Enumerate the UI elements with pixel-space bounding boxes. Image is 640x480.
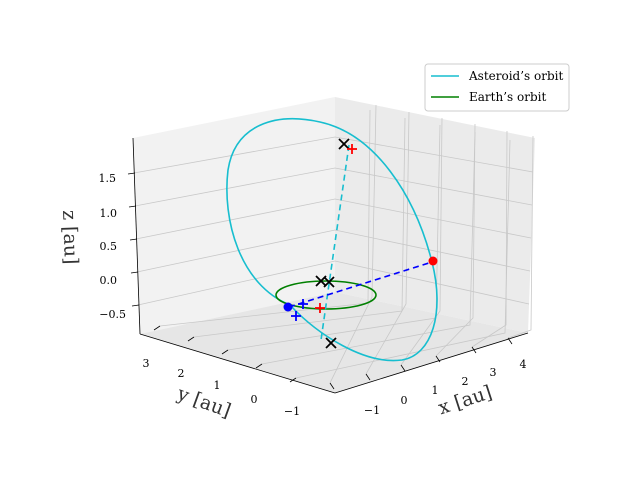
x-tick-label: 0: [401, 394, 408, 407]
y-tick-label: 1: [214, 379, 221, 392]
z-tick-label: 0.0: [100, 274, 118, 287]
data-point: [323, 276, 335, 288]
z-tick-label: 0.5: [100, 240, 118, 253]
data-point: [347, 144, 357, 154]
data-point: [315, 303, 325, 313]
z-tick-label: 1.0: [100, 207, 118, 220]
data-point: [283, 302, 293, 312]
axis-lines: [132, 137, 529, 394]
back-pane-xz: [335, 97, 535, 333]
y-tick-label: 2: [178, 367, 185, 380]
z-tick-label: 1.5: [99, 172, 117, 185]
data-point: [298, 299, 308, 309]
x-tick-label: 1: [432, 384, 439, 397]
data-point: [291, 311, 301, 321]
grid-z: [133, 136, 534, 306]
y-tick-label: 3: [143, 357, 150, 370]
back-pane-yz: [133, 97, 335, 334]
x-tick-label: 4: [520, 358, 527, 371]
data-point: [325, 337, 337, 349]
series-line: [226, 118, 438, 362]
z-axis-label: z [au]: [58, 210, 82, 265]
y-tick-label: −1: [284, 405, 300, 418]
x-tick-label: 3: [490, 366, 497, 379]
z-tick-marks: [127, 172, 140, 307]
dashed-line: [320, 144, 350, 341]
y-axis-label: y [au]: [173, 382, 233, 422]
legend-label-earth: Earth’s orbit: [469, 90, 546, 104]
y-tick-marks: [153, 325, 297, 383]
legend-label-asteroid: Asteroid’s orbit: [468, 69, 563, 83]
grid-x: [329, 104, 534, 384]
data-point: [338, 138, 350, 150]
y-tick-label: 0: [251, 393, 258, 406]
dashed-line: [288, 261, 433, 308]
legend: Asteroid’s orbit Earth’s orbit: [424, 63, 570, 112]
z-tick-label: −0.5: [99, 308, 126, 321]
x-tick-label: −1: [364, 404, 380, 417]
data-point: [428, 256, 438, 266]
x-tick-marks: [329, 337, 513, 390]
x-tick-label: 2: [462, 375, 469, 388]
